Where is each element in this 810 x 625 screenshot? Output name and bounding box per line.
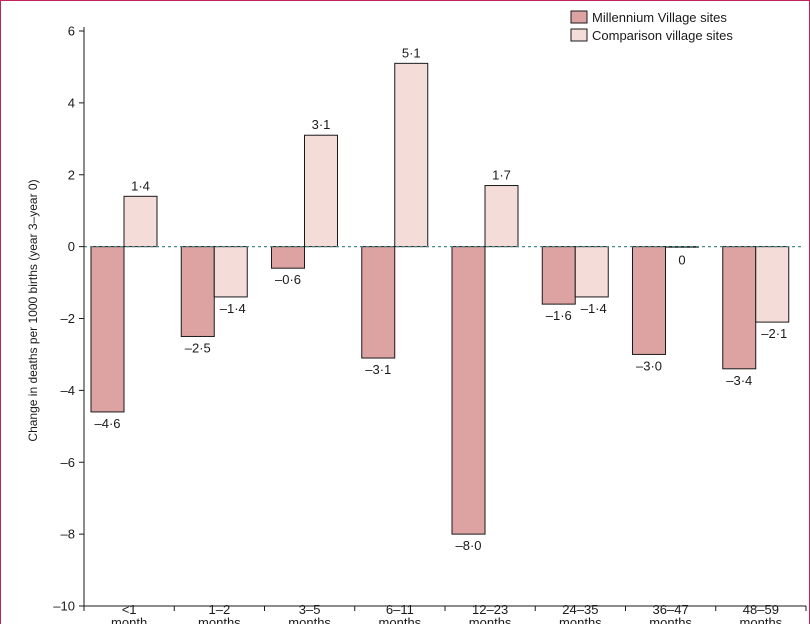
x-category-label: 36–47 [653,602,689,617]
bar-millennium [361,246,396,359]
data-label: –3·1 [365,362,391,377]
x-category-label: <1 [122,602,137,617]
x-category-label: month [111,615,147,624]
data-label: –1·4 [581,301,607,316]
data-label: –0·6 [275,272,301,287]
bar-millennium [722,246,757,370]
data-labels-group: –4·6 –2·5 –0·6 –3·1 –8·0 –1·6 –3·0 –3·4 1·4 –1·4 3… [94,45,787,553]
data-label: –2·5 [185,340,211,355]
y-axis: 6 4 2 0 –2 –4 –6 –8 –10 [53,24,85,614]
x-category-label: 24–35 [562,602,598,617]
data-label: –1·4 [220,301,246,316]
bar-comparison [755,246,790,323]
bar-millennium [90,246,125,413]
x-category-label: 12–23 [472,602,508,617]
x-category-label: months [740,615,783,624]
data-label: –4·6 [94,416,120,431]
x-category-label: months [469,615,512,624]
y-tick-label: –2 [61,311,75,326]
bars-group [90,62,790,535]
y-tick-label: 6 [68,24,75,39]
bar-comparison [484,185,519,248]
bar-millennium [632,246,666,355]
x-category-label: 48–59 [743,602,779,617]
bar-millennium [541,246,576,305]
bar-millennium [180,246,215,337]
y-tick-label: –6 [61,455,75,470]
x-category-label: 6–11 [386,602,414,617]
data-label: –3·4 [726,373,752,388]
legend: Millennium Village sites Comparison villa… [570,10,733,43]
data-label: –1·6 [546,308,572,323]
legend-label: Millennium Village sites [592,10,727,25]
bar-comparison [304,134,338,248]
data-label: 0 [678,253,685,268]
bar-millennium [451,246,486,535]
y-tick-label: –8 [61,527,75,542]
legend-label: Comparison village sites [592,28,733,43]
y-axis-label: Change in deaths per 1000 births (year 3… [26,179,40,441]
bar-comparison [213,246,248,298]
legend-swatch [570,10,588,24]
x-category-label: months [379,615,422,624]
legend-swatch [570,28,588,42]
y-tick-label: 0 [68,239,75,254]
data-label: 5·1 [402,45,421,60]
data-label: 3·1 [312,117,331,132]
bar-comparison [574,246,609,298]
bar-comparison [123,195,158,248]
x-category-label: 3–5 [299,602,321,617]
x-axis: <1month1–2months3–5months6–11months12–23… [83,602,807,624]
x-category-label: months [288,615,331,624]
y-tick-label: –10 [53,599,75,614]
data-label: –2·1 [761,326,787,341]
x-category-label: months [198,615,241,624]
bar-millennium [271,246,305,269]
x-category-label: months [559,615,602,624]
data-label: –8·0 [455,538,481,553]
y-tick-label: 4 [68,95,75,110]
data-label: 1·4 [131,178,150,193]
data-label: 1·7 [492,168,511,183]
x-category-label: months [649,615,692,624]
x-category-label: 1–2 [209,602,231,617]
y-tick-label: –4 [61,383,75,398]
bar-comparison [394,62,429,248]
bar-comparison [665,246,699,248]
data-label: –3·0 [636,358,662,373]
y-tick-label: 2 [68,167,75,182]
